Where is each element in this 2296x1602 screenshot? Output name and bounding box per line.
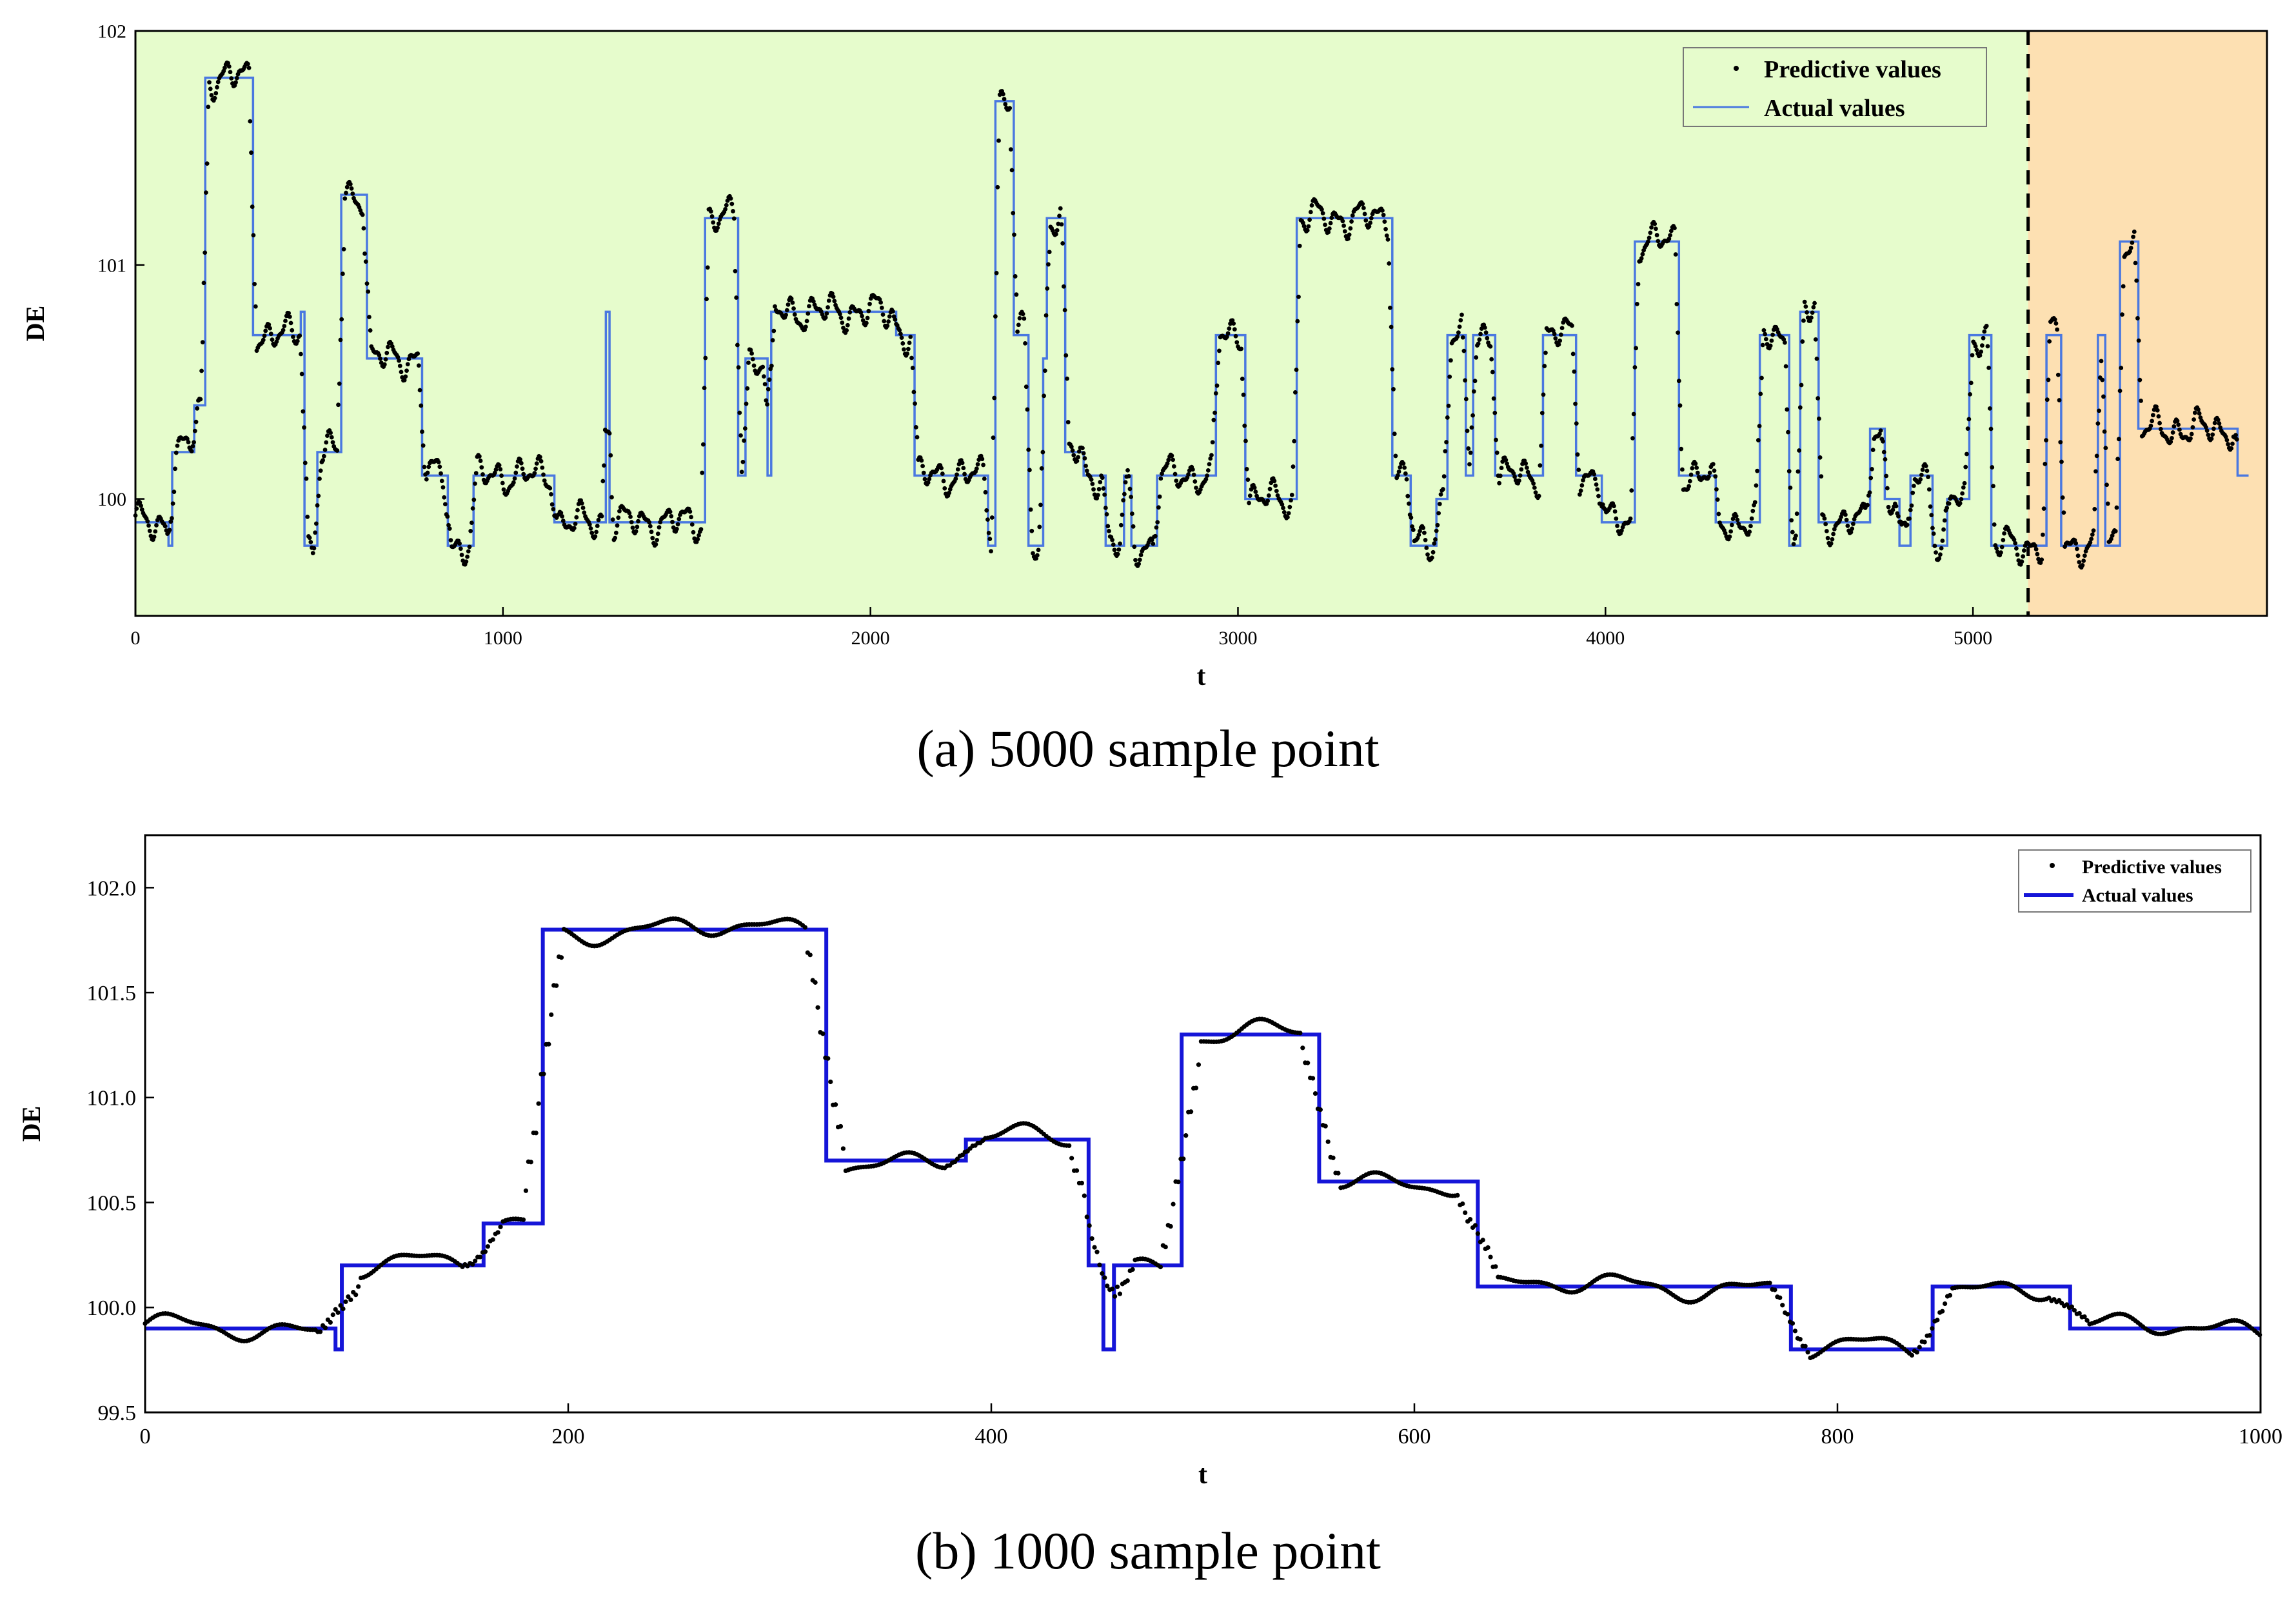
x-tick-label: 4000 (1586, 628, 1625, 649)
legend-actual-label: Actual values (1764, 95, 1905, 122)
x-axis-ticks: 0 200 400 600 800 1000 (140, 1403, 2282, 1449)
legend-predictive-label: Predictive values (1764, 56, 1941, 83)
y-axis-ticks: 100 101 102 (97, 21, 144, 510)
y-axis-ticks: 99.5 100.0 100.5 101.0 101.5 102.0 (87, 876, 154, 1425)
y-tick-label: 100.5 (87, 1191, 137, 1215)
plot-frame (144, 834, 2262, 1414)
y-tick-label: 101.5 (87, 982, 137, 1005)
y-tick-label: 100 (97, 489, 126, 510)
x-tick-label: 2000 (851, 628, 890, 649)
x-tick-label: 3000 (1218, 628, 1257, 649)
x-axis-label: t (1198, 1460, 1207, 1490)
panel-b-chart: 0 200 400 600 800 1000 99.5 100.0 100.5 101.0 101… (17, 834, 2282, 1580)
panel-a-chart: 0 1000 2000 3000 4000 5000 100 101 102 t DE Pre… (21, 21, 2268, 778)
legend-actual-label: Actual values (2082, 885, 2193, 906)
legend: Predictive values Actual values (2018, 849, 2251, 913)
x-axis-label: t (1197, 662, 1206, 691)
y-axis-label: DE (17, 1106, 46, 1142)
legend-predictive-label: Predictive values (2082, 856, 2222, 878)
x-tick-label: 200 (552, 1425, 585, 1449)
training-region (135, 31, 2028, 616)
actual-values-line (135, 76, 2249, 547)
x-tick-label: 600 (1398, 1425, 1431, 1449)
legend-predictive-marker (2050, 863, 2055, 868)
plot-frame (134, 30, 2268, 617)
y-tick-label: 102.0 (87, 876, 137, 900)
y-tick-label: 100.0 (87, 1296, 137, 1320)
x-tick-label: 0 (140, 1425, 151, 1449)
legend: Predictive values Actual values (1683, 47, 1987, 127)
y-tick-label: 99.5 (98, 1401, 137, 1425)
x-tick-label: 400 (975, 1425, 1008, 1449)
y-tick-label: 102 (97, 21, 126, 43)
x-tick-label: 0 (131, 628, 141, 649)
y-tick-label: 101 (97, 255, 126, 276)
y-axis-label: DE (21, 306, 50, 342)
y-tick-label: 101.0 (87, 1087, 137, 1111)
x-axis-ticks: 0 1000 2000 3000 4000 5000 (131, 607, 1992, 649)
panel-b-caption: (b) 1000 sample point (915, 1521, 1381, 1580)
x-tick-label: 5000 (1954, 628, 1992, 649)
testing-region (2028, 31, 2267, 616)
legend-predictive-marker (1734, 66, 1739, 71)
plot-background (145, 835, 2261, 1412)
x-tick-label: 1000 (484, 628, 522, 649)
panel-a-caption: (a) 5000 sample point (916, 719, 1380, 778)
x-tick-label: 1000 (2239, 1425, 2282, 1449)
x-tick-label: 800 (1821, 1425, 1854, 1449)
